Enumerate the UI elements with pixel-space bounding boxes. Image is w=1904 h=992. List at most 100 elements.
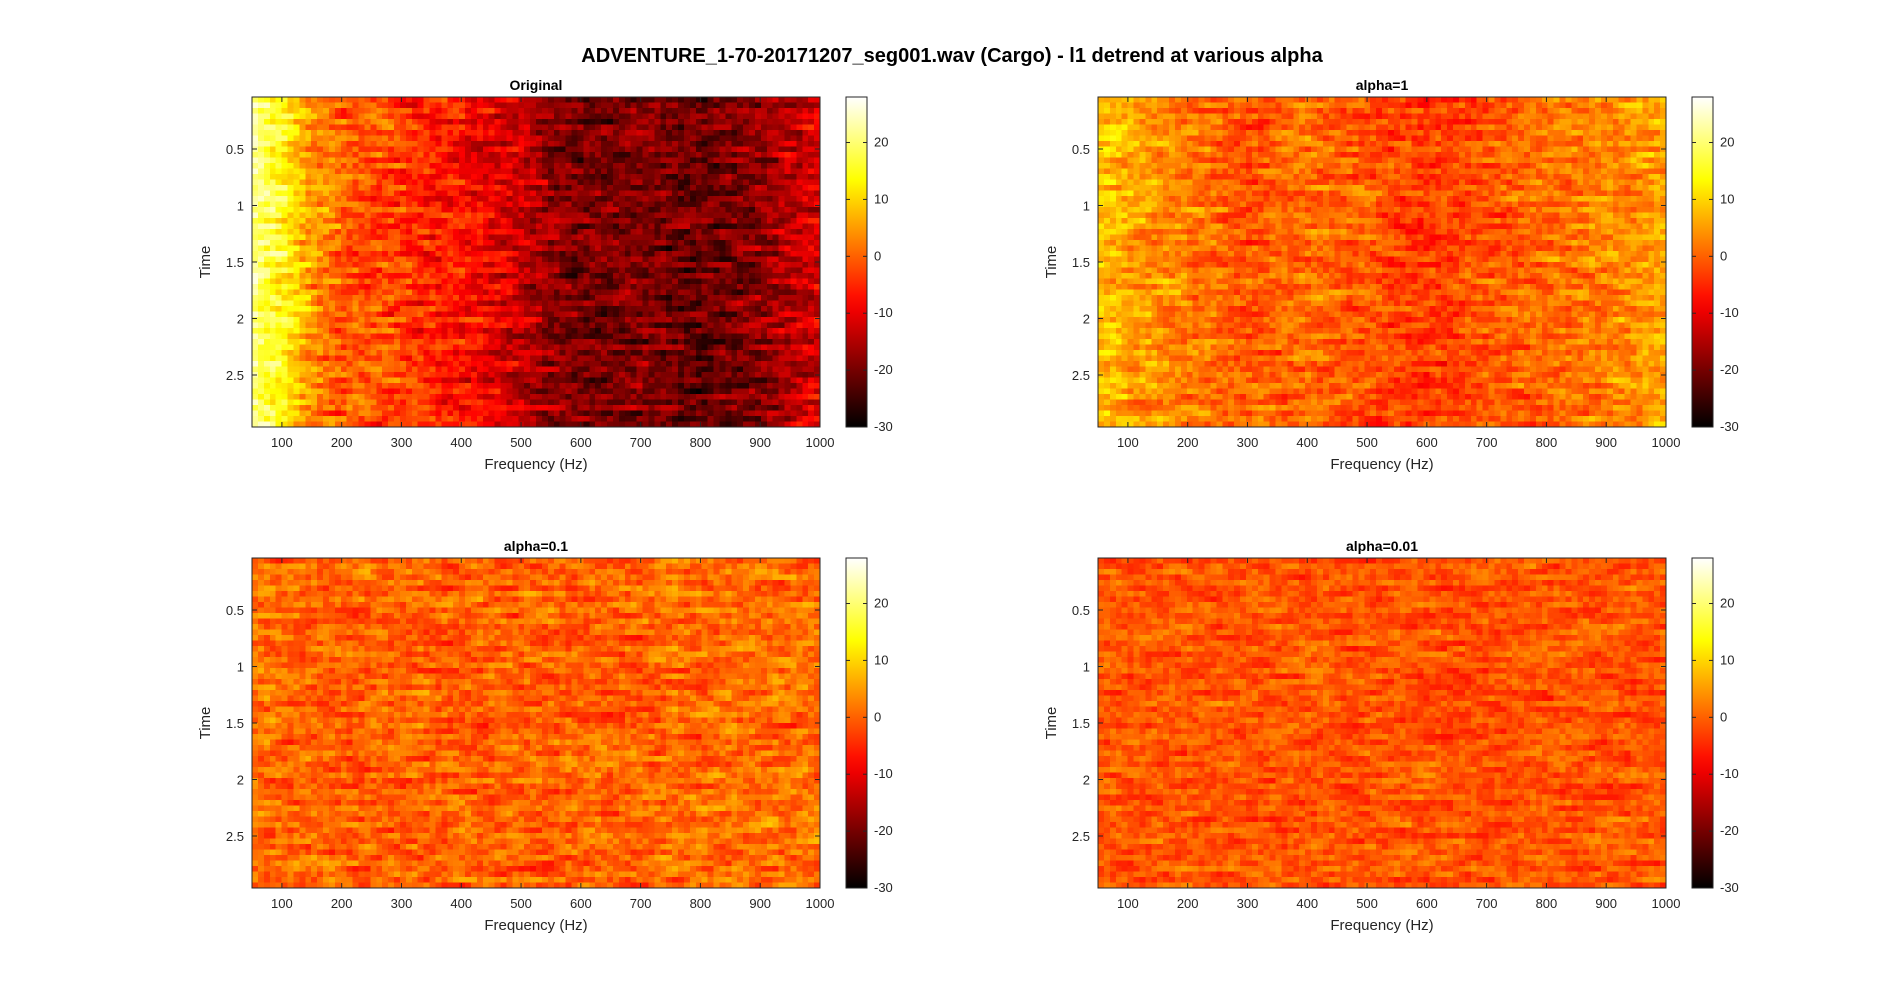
- heatmap-cell: [613, 191, 620, 197]
- heatmap-cell: [424, 350, 431, 356]
- heatmap-cell: [802, 323, 809, 329]
- heatmap-cell: [654, 202, 661, 208]
- heatmap-cell: [530, 125, 537, 131]
- heatmap-cell: [690, 229, 697, 235]
- heatmap-cell: [566, 108, 573, 114]
- heatmap-cell: [518, 328, 525, 334]
- heatmap-cell: [364, 224, 371, 230]
- heatmap-cell: [654, 246, 661, 252]
- heatmap-cell: [749, 114, 756, 120]
- heatmap-cell: [631, 350, 638, 356]
- heatmap-cell: [708, 152, 715, 158]
- heatmap-cell: [311, 345, 318, 351]
- heatmap-cell: [589, 229, 596, 235]
- heatmap-cell: [441, 130, 448, 136]
- heatmap-cell: [619, 350, 626, 356]
- heatmap-cell: [311, 147, 318, 153]
- heatmap-cell: [530, 103, 537, 109]
- heatmap-cell: [483, 367, 490, 373]
- heatmap-cell: [654, 191, 661, 197]
- heatmap-cell: [347, 268, 354, 274]
- heatmap-cell: [731, 328, 738, 334]
- heatmap-cell: [270, 334, 277, 340]
- heatmap-cell: [589, 273, 596, 279]
- heatmap-cell: [282, 290, 289, 296]
- heatmap-cell: [483, 130, 490, 136]
- heatmap-cell: [548, 136, 555, 142]
- heatmap-cell: [329, 268, 336, 274]
- heatmap-cell: [388, 372, 395, 378]
- heatmap-cell: [459, 378, 466, 384]
- heatmap-cell: [731, 136, 738, 142]
- heatmap-cell: [773, 191, 780, 197]
- heatmap-cell: [317, 328, 324, 334]
- heatmap-cell: [708, 180, 715, 186]
- heatmap-cell: [394, 147, 401, 153]
- heatmap-cell: [264, 103, 271, 109]
- heatmap-cell: [288, 361, 295, 367]
- heatmap-cell: [637, 251, 644, 257]
- heatmap-cell: [761, 240, 768, 246]
- heatmap-cell: [666, 185, 673, 191]
- heatmap-cell: [654, 361, 661, 367]
- heatmap-cell: [376, 378, 383, 384]
- heatmap-cell: [785, 317, 792, 323]
- heatmap-cell: [483, 306, 490, 312]
- heatmap-cell: [477, 339, 484, 345]
- heatmap-cell: [471, 290, 478, 296]
- heatmap-cell: [761, 97, 768, 103]
- heatmap-cell: [672, 257, 679, 263]
- heatmap-cell: [435, 279, 442, 285]
- heatmap-cell: [731, 174, 738, 180]
- heatmap-cell: [424, 323, 431, 329]
- heatmap-cell: [643, 262, 650, 268]
- heatmap-cell: [719, 108, 726, 114]
- heatmap-cell: [471, 301, 478, 307]
- heatmap-cell: [542, 163, 549, 169]
- heatmap-cell: [317, 158, 324, 164]
- heatmap-cell: [643, 202, 650, 208]
- heatmap-cell: [483, 136, 490, 142]
- heatmap-cell: [637, 257, 644, 263]
- heatmap-cell: [412, 158, 419, 164]
- heatmap-cell: [725, 169, 732, 175]
- heatmap-cell: [299, 290, 306, 296]
- heatmap-cell: [459, 158, 466, 164]
- heatmap-cell: [524, 130, 531, 136]
- heatmap-cell: [607, 202, 614, 208]
- heatmap-cell: [459, 163, 466, 169]
- heatmap-cell: [341, 295, 348, 301]
- heatmap-cell: [690, 317, 697, 323]
- heatmap-cell: [441, 367, 448, 373]
- heatmap-cell: [370, 295, 377, 301]
- heatmap-cell: [554, 334, 561, 340]
- heatmap-cell: [364, 213, 371, 219]
- heatmap-cell: [501, 114, 508, 120]
- heatmap-cell: [779, 246, 786, 252]
- heatmap-cell: [317, 306, 324, 312]
- heatmap-cell: [631, 97, 638, 103]
- heatmap-cell: [625, 169, 632, 175]
- heatmap-cell: [631, 130, 638, 136]
- heatmap-cell: [370, 97, 377, 103]
- heatmap-cell: [678, 207, 685, 213]
- heatmap-cell: [566, 125, 573, 131]
- heatmap-cell: [554, 141, 561, 147]
- heatmap-cell: [566, 372, 573, 378]
- heatmap-cell: [412, 323, 419, 329]
- heatmap-cell: [323, 279, 330, 285]
- heatmap-cell: [418, 240, 425, 246]
- heatmap-cell: [785, 372, 792, 378]
- heatmap-cell: [696, 119, 703, 125]
- heatmap-cell: [400, 290, 407, 296]
- heatmap-cell: [731, 279, 738, 285]
- heatmap-cell: [802, 141, 809, 147]
- heatmap-cell: [595, 339, 602, 345]
- heatmap-cell: [341, 367, 348, 373]
- heatmap-cell: [536, 185, 543, 191]
- heatmap-cell: [524, 339, 531, 345]
- heatmap-cell: [264, 130, 271, 136]
- heatmap-cell: [430, 119, 437, 125]
- heatmap-cell: [761, 136, 768, 142]
- heatmap-cell: [672, 119, 679, 125]
